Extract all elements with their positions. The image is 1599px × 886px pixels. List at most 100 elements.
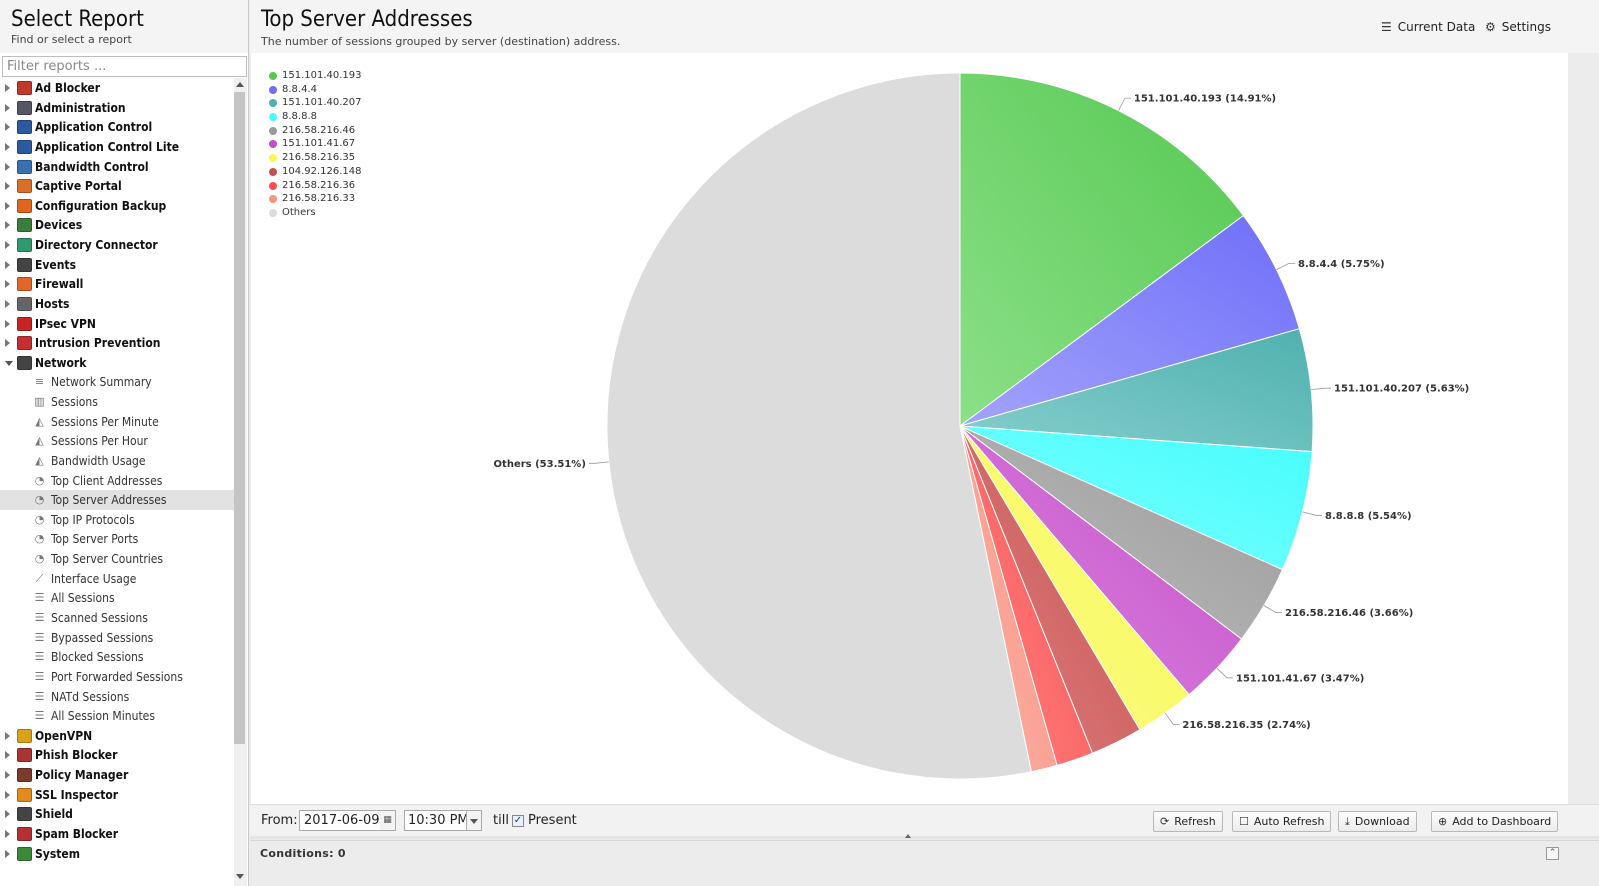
tree-app-policy-manager[interactable]: Policy Manager: [0, 765, 234, 785]
collapsed-arrow-icon[interactable]: [5, 771, 10, 780]
tree-report-natd-sessions[interactable]: ☰ NATd Sessions: [0, 687, 234, 707]
tree-app-spam-blocker[interactable]: Spam Blocker: [0, 824, 234, 844]
tree-app-hosts[interactable]: Hosts: [0, 294, 234, 314]
collapsed-arrow-icon[interactable]: [5, 751, 10, 760]
scroll-down-arrow-icon[interactable]: [236, 874, 244, 879]
collapsed-arrow-icon[interactable]: [5, 790, 10, 799]
pie-slice[interactable]: [959, 72, 1245, 427]
tree-report-network-summary[interactable]: ≡ Network Summary: [0, 372, 234, 392]
tree-app-openvpn[interactable]: OpenVPN: [0, 726, 234, 746]
legend-item[interactable]: 216.58.216.35: [269, 151, 362, 165]
tree-app-ad-blocker[interactable]: Ad Blocker: [0, 78, 234, 98]
add-to-dashboard-button[interactable]: ⊕ Add to Dashboard: [1431, 811, 1559, 832]
legend-dot-icon: [269, 181, 277, 190]
legend-item[interactable]: 216.58.216.46: [269, 124, 362, 138]
tree-report-top-ip-protocols[interactable]: ◔ Top IP Protocols: [0, 510, 234, 530]
legend-dot-icon: [269, 154, 277, 163]
tree-app-captive-portal[interactable]: Captive Portal: [0, 176, 234, 196]
tree-app-application-control-lite[interactable]: Application Control Lite: [0, 137, 234, 157]
splitter-up-arrow-icon[interactable]: [905, 834, 911, 838]
tree-app-ipsec-vpn[interactable]: IPsec VPN: [0, 314, 234, 334]
legend-item[interactable]: 8.8.8.8: [269, 110, 362, 124]
collapsed-arrow-icon[interactable]: [5, 810, 10, 819]
tree-app-application-control[interactable]: Application Control: [0, 117, 234, 137]
collapsed-arrow-icon[interactable]: [5, 221, 10, 230]
scrollbar-thumb[interactable]: [234, 92, 245, 744]
legend-item[interactable]: 151.101.40.207: [269, 96, 362, 110]
tree-app-administration[interactable]: Administration: [0, 98, 234, 118]
auto-refresh-button[interactable]: ☐ Auto Refresh: [1232, 811, 1332, 832]
legend-item[interactable]: 216.58.216.36: [269, 179, 362, 193]
tree-report-top-client-addresses[interactable]: ◔ Top Client Addresses: [0, 471, 234, 491]
collapsed-arrow-icon[interactable]: [5, 829, 10, 838]
collapsed-arrow-icon[interactable]: [5, 299, 10, 308]
collapsed-arrow-icon[interactable]: [5, 84, 10, 92]
collapsed-arrow-icon[interactable]: [5, 849, 10, 858]
legend-item[interactable]: 151.101.41.67: [269, 137, 362, 151]
tree-app-events[interactable]: Events: [0, 255, 234, 275]
tree-report-scanned-sessions[interactable]: ☰ Scanned Sessions: [0, 608, 234, 628]
collapsed-arrow-icon[interactable]: [5, 123, 10, 132]
legend-item[interactable]: Others: [269, 206, 362, 220]
tree-app-intrusion-prevention[interactable]: Intrusion Prevention: [0, 333, 234, 353]
tree-app-network[interactable]: Network: [0, 353, 234, 373]
legend-item[interactable]: 151.101.40.193: [269, 69, 362, 83]
expanded-arrow-icon[interactable]: [5, 360, 13, 366]
legend-item[interactable]: 104.92.126.148: [269, 165, 362, 179]
tree-report-interface-usage[interactable]: ⟋ Interface Usage: [0, 569, 234, 589]
pie-chart-icon: ◔: [34, 532, 45, 546]
tree-report-all-sessions[interactable]: ☰ All Sessions: [0, 588, 234, 608]
current-data-button[interactable]: ☰ Current Data: [1381, 18, 1475, 36]
report-sidebar: Select Report Find or select a report Ad…: [0, 0, 249, 886]
tree-app-directory-connector[interactable]: Directory Connector: [0, 235, 234, 255]
tree-report-top-server-countries[interactable]: ◔ Top Server Countries: [0, 549, 234, 569]
collapsed-arrow-icon[interactable]: [5, 319, 10, 328]
collapsed-arrow-icon[interactable]: [5, 339, 10, 348]
from-date-field[interactable]: 2017-06-09: [299, 810, 395, 831]
tree-app-phish-blocker[interactable]: Phish Blocker: [0, 745, 234, 765]
collapsed-arrow-icon[interactable]: [5, 103, 10, 112]
collapsed-arrow-icon[interactable]: [5, 162, 10, 171]
tree-report-sessions-per-minute[interactable]: ◭ Sessions Per Minute: [0, 412, 234, 432]
legend-item[interactable]: 216.58.216.33: [269, 192, 362, 206]
calendar-picker-icon[interactable]: ▦: [380, 810, 396, 831]
tree-report-top-server-addresses[interactable]: ◔ Top Server Addresses: [0, 490, 234, 511]
tree-app-ssl-inspector[interactable]: SSL Inspector: [0, 785, 234, 805]
tree-report-sessions-per-hour[interactable]: ◭ Sessions Per Hour: [0, 431, 234, 451]
collapsed-arrow-icon[interactable]: [5, 731, 10, 740]
present-checkbox[interactable]: ✓: [512, 815, 524, 827]
sidebar-scrollbar[interactable]: [234, 78, 247, 886]
pie-slice[interactable]: [959, 214, 1300, 427]
tree-app-system[interactable]: System: [0, 844, 234, 864]
legend-item[interactable]: 8.8.4.4: [269, 83, 362, 97]
collapsed-arrow-icon[interactable]: [5, 201, 10, 210]
time-dropdown-icon[interactable]: [466, 810, 482, 831]
tree-report-sessions[interactable]: ▥ Sessions: [0, 392, 234, 412]
collapsed-arrow-icon[interactable]: [5, 241, 10, 250]
scroll-up-arrow-icon[interactable]: [236, 82, 244, 87]
tree-report-bypassed-sessions[interactable]: ☰ Bypassed Sessions: [0, 628, 234, 648]
tree-report-all-session-minutes[interactable]: ☰ All Session Minutes: [0, 706, 234, 726]
tree-report-bandwidth-usage[interactable]: ◭ Bandwidth Usage: [0, 451, 234, 471]
legend-dot-icon: [269, 72, 277, 80]
tree-app-bandwidth-control[interactable]: Bandwidth Control: [0, 157, 234, 177]
collapsed-arrow-icon[interactable]: [5, 260, 10, 269]
tree-app-configuration-backup[interactable]: Configuration Backup: [0, 196, 234, 216]
refresh-button[interactable]: ⟳ Refresh: [1153, 811, 1223, 832]
tree-report-port-forwarded-sessions[interactable]: ☰ Port Forwarded Sessions: [0, 667, 234, 687]
panel-splitter[interactable]: [250, 836, 1599, 839]
expand-conditions-icon[interactable]: ⌃: [1546, 847, 1559, 860]
settings-button[interactable]: ⚙ Settings: [1485, 18, 1551, 36]
tree-report-top-server-ports[interactable]: ◔ Top Server Ports: [0, 529, 234, 549]
collapsed-arrow-icon[interactable]: [5, 142, 10, 151]
tree-app-devices[interactable]: Devices: [0, 215, 234, 235]
tree-report-blocked-sessions[interactable]: ☰ Blocked Sessions: [0, 647, 234, 667]
pie-slice[interactable]: [606, 72, 1032, 780]
report-header: Top Server Addresses The number of sessi…: [250, 0, 1599, 53]
collapsed-arrow-icon[interactable]: [5, 280, 10, 289]
filter-reports-input[interactable]: [2, 56, 247, 77]
tree-app-firewall[interactable]: Firewall: [0, 274, 234, 294]
collapsed-arrow-icon[interactable]: [5, 182, 10, 191]
download-button[interactable]: ⤓ Download: [1338, 811, 1417, 832]
tree-app-shield[interactable]: Shield: [0, 804, 234, 824]
